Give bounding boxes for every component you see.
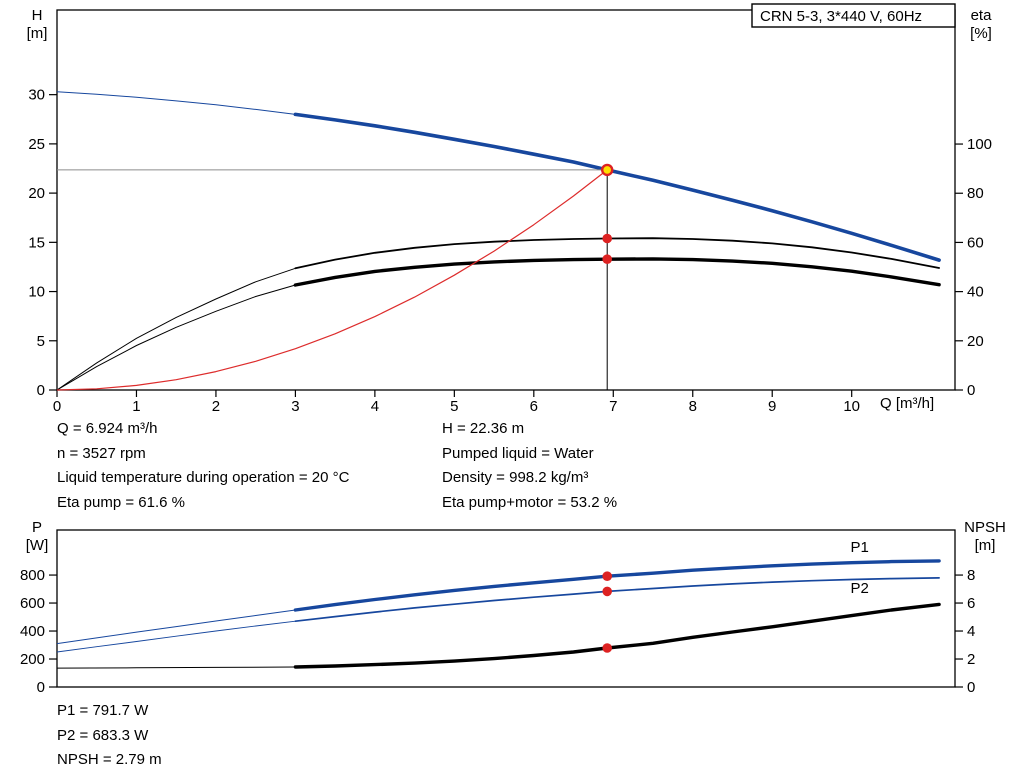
x-tick-label: 6: [530, 398, 538, 415]
info-eta-pump: Eta pump = 61.6 %: [57, 493, 185, 511]
p2-label: P2: [850, 580, 868, 597]
power-npsh-data: P1 = 791.7 W P2 = 683.3 W NPSH = 2.79 m: [57, 699, 162, 773]
plot-border: [56, 9, 956, 391]
x-tick-label: 0: [53, 398, 61, 415]
duty-point: [601, 163, 614, 177]
title-box: [751, 3, 956, 28]
eta-pump-curve-thin: [56, 267, 296, 391]
y-right-tick-label: 6: [967, 595, 975, 612]
x-tick-label: 5: [450, 398, 458, 415]
y-left-tick-label: 10: [28, 284, 45, 301]
info-density: Density = 998.2 kg/m³: [442, 469, 589, 486]
x-tick-label: 10: [843, 398, 860, 415]
y-left-tick-label: 0: [37, 382, 45, 399]
head-eta-chart: 0 1 2 3 4 5 6 7 8 9 10051015202530020406080100H[m]…: [27, 3, 993, 415]
info-pumped-liquid: Pumped liquid = Water: [442, 444, 594, 462]
npsh-curve-thin: [56, 666, 296, 669]
p1-point: [602, 571, 612, 581]
y-left-tick-label: 400: [20, 623, 45, 640]
y-left-tick-label: 200: [20, 651, 45, 668]
p2-point: [602, 586, 612, 597]
npsh-curve: [293, 602, 941, 669]
y-right-tick-label: 60: [967, 234, 984, 251]
y-right-tick-label: 8: [967, 567, 975, 584]
y-left-axis-label: H: [32, 7, 43, 24]
npsh-point: [602, 643, 612, 653]
x-tick-label: 4: [371, 398, 379, 415]
eta-pump-motor-curve: [293, 257, 941, 287]
operating-data-left: Q = 6.924 m³/h n = 3527 rpm Liquid tempe…: [57, 417, 349, 515]
y-right-axis-label: NPSH: [964, 521, 1006, 536]
y-right-axis-label: [m]: [975, 537, 996, 554]
p2-curve: [294, 577, 940, 623]
p1-curve-thin: [56, 609, 296, 645]
info-liquid-temperature: Liquid temperature during operation = 20…: [57, 469, 350, 486]
info-speed: n = 3527 rpm: [57, 444, 146, 462]
y-right-axis-label: [%]: [970, 25, 992, 42]
y-left-tick-label: 15: [28, 234, 45, 251]
info-npsh: NPSH = 2.79 m: [57, 751, 162, 768]
info-p2: P2 = 683.3 W: [57, 726, 149, 744]
y-left-axis-label: [m]: [27, 25, 48, 42]
x-tick-label: 2: [212, 398, 220, 415]
info-flow: Q = 6.924 m³/h: [57, 420, 158, 437]
y-left-axis-label: [W]: [26, 537, 49, 554]
y-right-tick-label: 0: [967, 382, 975, 399]
x-tick-label: 8: [689, 398, 697, 415]
info-eta-pump-motor: Eta pump+motor = 53.2 %: [442, 493, 618, 511]
y-left-axis-label: P: [32, 521, 42, 536]
eta-pump-curve: [294, 237, 940, 270]
x-tick-label: 1: [132, 398, 140, 415]
p1-curve: [293, 559, 941, 612]
y-right-tick-label: 2: [967, 651, 975, 668]
y-left-tick-label: 600: [20, 595, 45, 612]
eta-pump-motor-point: [602, 254, 612, 264]
power-npsh-chart: 0 200 400 600 800 0 2 4 6 8 P[W] NPSH[m] P1 P2: [20, 521, 1006, 696]
operating-data-right: H = 22.36 m Pumped liquid = Water Densit…: [442, 417, 617, 515]
y-left-tick-label: 5: [37, 333, 45, 350]
x-tick-label: 7: [609, 398, 617, 415]
info-head: H = 22.36 m: [442, 420, 525, 437]
x-tick-label: 3: [291, 398, 299, 415]
info-p1: P1 = 791.7 W: [57, 702, 149, 719]
head-curve-thin: [56, 91, 296, 115]
x-axis-label: Q [m³/h]: [880, 395, 934, 412]
eta-pump-motor-curve-thin: [56, 284, 296, 391]
y-left-tick-label: 20: [28, 185, 45, 202]
p1-label: P1: [850, 539, 868, 556]
y-right-tick-label: 40: [967, 284, 984, 301]
eta-pump-point: [602, 233, 612, 244]
y-left-tick-label: 800: [20, 567, 45, 584]
y-left-tick-label: 30: [28, 87, 45, 104]
y-left-tick-label: 25: [28, 136, 45, 153]
p2-curve-thin: [56, 620, 296, 653]
y-left-tick-label: 0: [37, 679, 45, 696]
y-right-tick-label: 20: [967, 333, 984, 350]
plot-border: [56, 529, 956, 688]
chart-title: CRN 5-3, 3*440 V, 60Hz: [760, 8, 922, 25]
y-right-axis-label: eta: [971, 7, 993, 24]
y-right-tick-label: 100: [967, 136, 992, 153]
y-right-tick-label: 80: [967, 185, 984, 202]
x-tick-label: 9: [768, 398, 776, 415]
system-curve: [56, 169, 608, 391]
y-right-tick-label: 4: [967, 623, 975, 640]
y-right-tick-label: 0: [967, 679, 975, 696]
